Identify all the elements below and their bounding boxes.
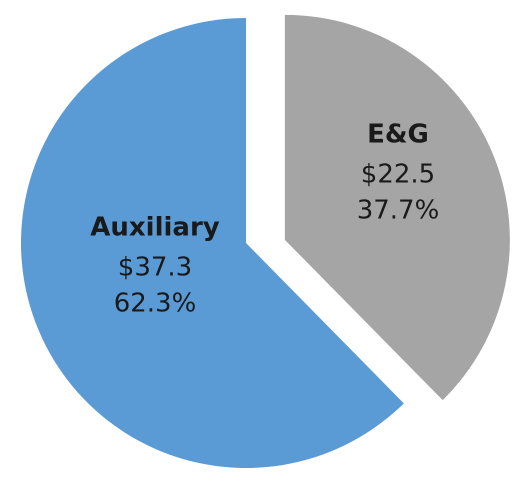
slice-value: $22.5 — [361, 160, 435, 190]
pie-slice — [284, 14, 510, 401]
slice-value: $37.3 — [118, 253, 192, 283]
slice-percent: 62.3% — [114, 289, 197, 319]
slice-name: Auxiliary — [90, 213, 220, 243]
pie-slice — [20, 18, 404, 468]
slice-percent: 37.7% — [357, 196, 440, 226]
slice-name: E&G — [367, 120, 429, 150]
